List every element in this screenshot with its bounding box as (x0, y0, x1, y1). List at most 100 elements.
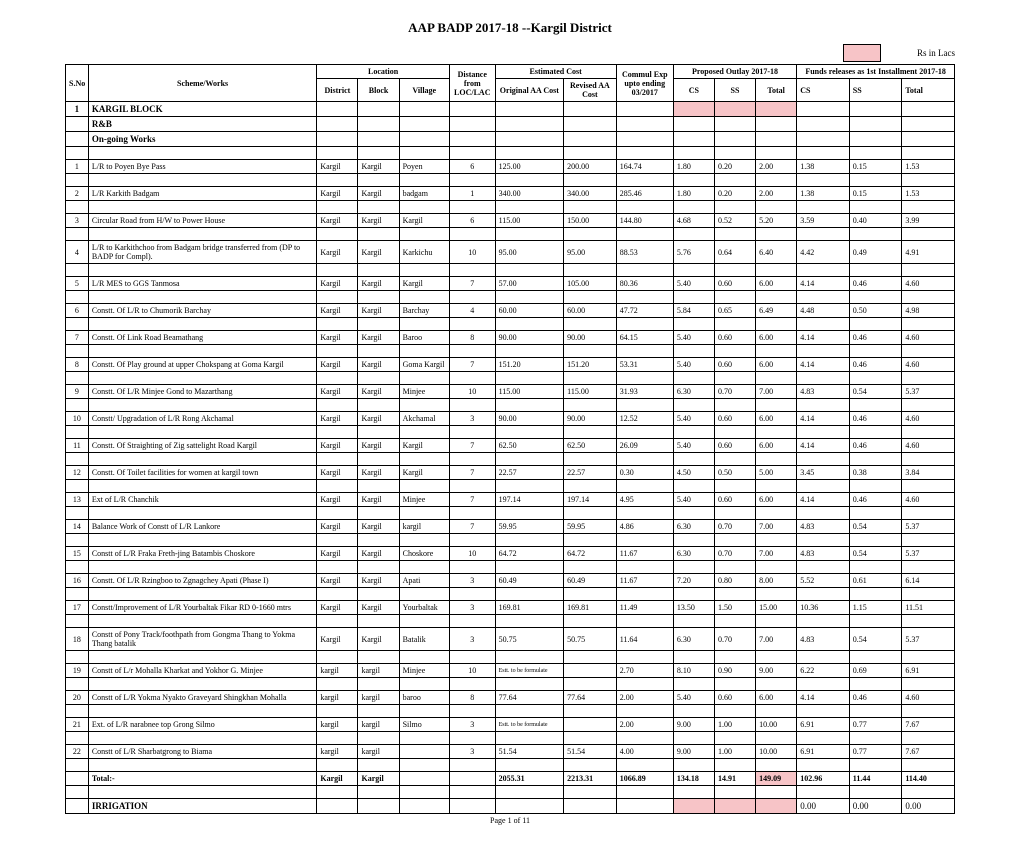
cell: Kargil (358, 304, 399, 318)
cell (797, 534, 850, 547)
cell (797, 732, 850, 745)
cell (756, 453, 797, 466)
cell: 151.20 (495, 358, 564, 372)
cell: 17 (66, 601, 89, 615)
cell (449, 318, 495, 331)
cell (449, 264, 495, 277)
cell (756, 372, 797, 385)
cell (317, 651, 358, 664)
cell: 10.00 (756, 718, 797, 732)
cell (399, 291, 449, 304)
cell (673, 786, 714, 799)
cell: 80.36 (616, 277, 673, 291)
cell (616, 291, 673, 304)
cell (902, 705, 955, 718)
table-row (66, 174, 955, 187)
cell: 115.00 (564, 385, 617, 399)
cell: L/R Karkith Badgam (88, 187, 317, 201)
cell: 19 (66, 664, 89, 678)
cell: 4 (449, 304, 495, 318)
cell: Kargil (317, 628, 358, 651)
cell: 62.50 (564, 439, 617, 453)
cell (317, 561, 358, 574)
cell (797, 561, 850, 574)
cell: Kargil (358, 772, 399, 786)
cell (358, 534, 399, 547)
cell (902, 147, 955, 160)
cell: 5.40 (673, 331, 714, 345)
table-row: 21Ext. of L/R narabnee top Grong Silmoka… (66, 718, 955, 732)
cell (495, 102, 564, 117)
cell (88, 345, 317, 358)
cell (849, 678, 902, 691)
cell: 4.60 (902, 691, 955, 705)
cell: kargil (317, 718, 358, 732)
cell (616, 372, 673, 385)
cell: 15 (66, 547, 89, 561)
cell: 11.67 (616, 574, 673, 588)
cell (564, 264, 617, 277)
table-row: 15Constt of L/R Fraka Freth-jing Batambi… (66, 547, 955, 561)
cell (756, 264, 797, 277)
cell (849, 372, 902, 385)
cell (616, 201, 673, 214)
cell (902, 102, 955, 117)
cell (399, 345, 449, 358)
cell (756, 102, 797, 117)
cell (564, 174, 617, 187)
cell: 2.00 (756, 187, 797, 201)
cell: 6.91 (902, 664, 955, 678)
cell: Kargil (317, 520, 358, 534)
cell: 0.54 (849, 520, 902, 534)
cell (714, 705, 755, 718)
cell: 4.14 (797, 412, 850, 426)
cell: 2055.31 (495, 772, 564, 786)
cell: 0.77 (849, 745, 902, 759)
cell (564, 507, 617, 520)
cell: Kargil (358, 574, 399, 588)
cell: 0.60 (714, 493, 755, 507)
cell (714, 318, 755, 331)
cell: 6.40 (756, 241, 797, 264)
cell (66, 372, 89, 385)
cell (449, 147, 495, 160)
cell (616, 759, 673, 772)
cell (399, 799, 449, 814)
cell (317, 318, 358, 331)
cell: Circular Road from H/W to Power House (88, 214, 317, 228)
cell: 0.65 (714, 304, 755, 318)
cell: 3 (449, 718, 495, 732)
cell (66, 705, 89, 718)
cell (495, 345, 564, 358)
cell (564, 228, 617, 241)
cell (88, 507, 317, 520)
cell (317, 588, 358, 601)
cell (317, 399, 358, 412)
cell: 4.95 (616, 493, 673, 507)
cell (399, 678, 449, 691)
cell (714, 132, 755, 147)
cell (399, 102, 449, 117)
cell: 0.60 (714, 439, 755, 453)
cell (88, 264, 317, 277)
cell: 1 (66, 102, 89, 117)
cell (449, 291, 495, 304)
cell (849, 588, 902, 601)
cell (616, 264, 673, 277)
cell: Constt/ Upgradation of L/R Rong Akchamal (88, 412, 317, 426)
cell: 47.72 (616, 304, 673, 318)
cell (66, 799, 89, 814)
cell: Kargil (317, 160, 358, 174)
cell (673, 318, 714, 331)
cell (797, 291, 850, 304)
cell (399, 201, 449, 214)
cell (616, 117, 673, 132)
cell: 6 (66, 304, 89, 318)
cell: 57.00 (495, 277, 564, 291)
cell: 7 (66, 331, 89, 345)
cell (714, 678, 755, 691)
cell: 0.90 (714, 664, 755, 678)
table-row: 9Constt. Of L/R Minjee Gond to Mazarthan… (66, 385, 955, 399)
cell (902, 453, 955, 466)
cell (317, 102, 358, 117)
